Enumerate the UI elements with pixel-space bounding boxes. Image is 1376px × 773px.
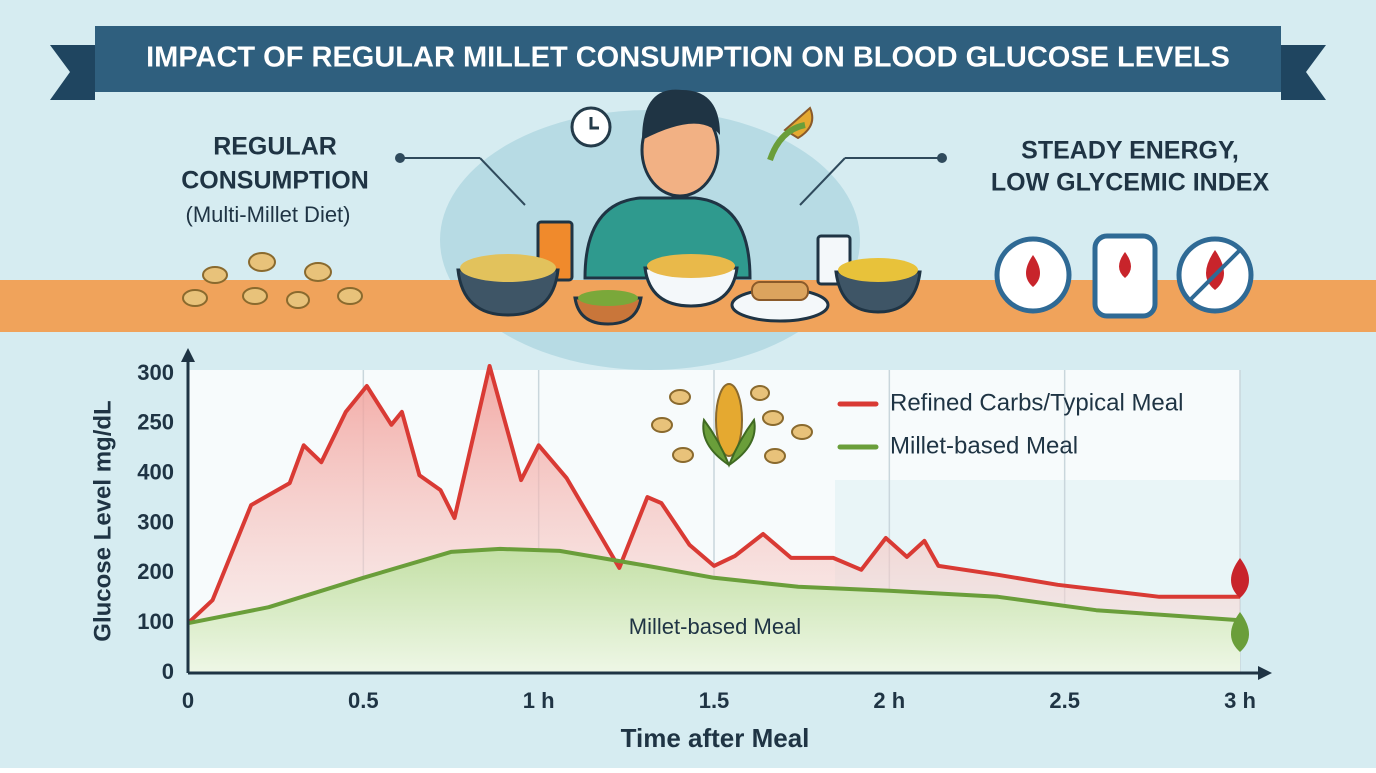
legend-label: Millet-based Meal	[890, 432, 1078, 459]
x-axis-arrow	[1258, 666, 1272, 680]
x-tick-label: 3 h	[1224, 688, 1256, 713]
area	[188, 548, 1240, 673]
connector	[479, 157, 526, 206]
legend-seeds	[651, 383, 813, 468]
line	[187, 546, 1241, 626]
connector	[799, 157, 846, 206]
x-tick-label: 1.5	[699, 688, 730, 713]
x-tick-label: 2.5	[1049, 688, 1080, 713]
connector-dot	[395, 153, 405, 163]
annotation: Millet-based Meal	[629, 614, 801, 639]
ribbon-tail	[1281, 45, 1326, 100]
y-axis-arrow	[181, 348, 195, 362]
right-heading: STEADY ENERGY,	[1021, 137, 1239, 165]
banner	[95, 26, 1281, 92]
y-tick-label: 300	[137, 509, 174, 534]
glucose-icons	[994, 233, 1254, 319]
illustration	[456, 89, 922, 326]
line	[186, 364, 1240, 625]
millet-seeds	[182, 252, 363, 309]
end-drops	[1231, 558, 1249, 652]
connector-dot	[937, 153, 947, 163]
x-tick-label: 0	[182, 688, 194, 713]
y-tick-label: 200	[137, 559, 174, 584]
y-tick-label: 0	[162, 659, 174, 684]
x-tick-label: 0.5	[348, 688, 379, 713]
title: IMPACT OF REGULAR MILLET CONSUMPTION ON …	[146, 42, 1230, 74]
x-axis-title: Time after Meal	[621, 723, 810, 753]
y-tick-label: 250	[137, 410, 174, 435]
legend-label: Refined Carbs/Typical Meal	[890, 389, 1183, 416]
x-tick-label: 1 h	[523, 688, 555, 713]
left-heading: REGULAR	[213, 133, 337, 161]
y-tick-label: 100	[137, 609, 174, 634]
right-heading: LOW GLYCEMIC INDEX	[991, 169, 1270, 197]
left-heading: CONSUMPTION	[181, 167, 369, 195]
x-tick-label: 2 h	[873, 688, 905, 713]
ribbon-tail	[50, 45, 95, 100]
y-tick-label: 400	[137, 459, 174, 484]
y-tick-label: 300	[137, 360, 174, 385]
y-axis-title: Glucose Level mg/dL	[89, 400, 116, 641]
left-subheading: (Multi-Millet Diet)	[186, 202, 351, 227]
